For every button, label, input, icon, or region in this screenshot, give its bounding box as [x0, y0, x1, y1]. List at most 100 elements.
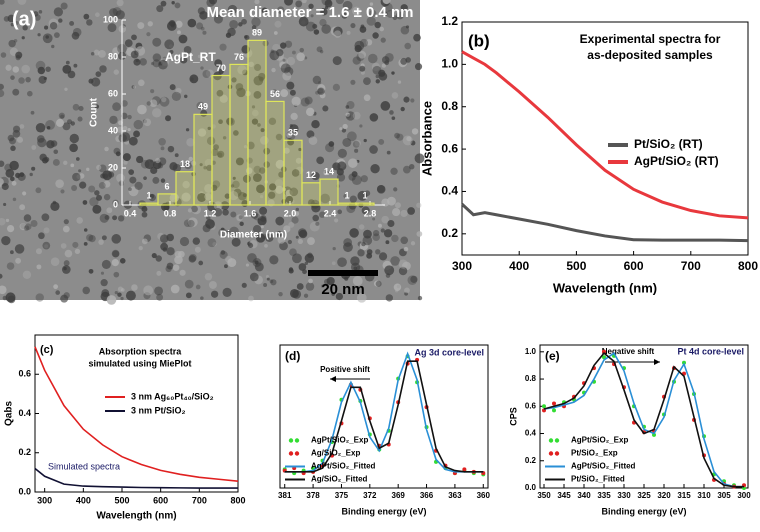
particle	[187, 208, 193, 213]
particle	[82, 200, 88, 205]
particle	[15, 55, 21, 61]
particle	[137, 22, 145, 30]
particle	[280, 89, 289, 98]
y-tick-label: 0.8	[441, 99, 458, 113]
particle	[158, 138, 166, 146]
particle	[118, 180, 125, 186]
particle	[185, 128, 190, 132]
particle	[298, 16, 309, 27]
particle	[30, 110, 35, 115]
x-tick-label: 363	[448, 491, 462, 500]
particle	[1, 235, 11, 246]
particle	[392, 15, 398, 21]
particle	[204, 158, 213, 167]
particle	[275, 216, 285, 226]
particle	[132, 85, 137, 89]
series-line	[460, 203, 749, 243]
legend-marker	[288, 438, 294, 443]
particle	[12, 197, 17, 202]
particle	[239, 221, 244, 227]
x-axis-label: Diameter (nm)	[220, 230, 287, 241]
particle	[46, 125, 51, 130]
particle	[191, 205, 198, 213]
particle	[175, 87, 182, 94]
particle	[50, 257, 60, 266]
bar-label: 49	[198, 102, 208, 112]
particle	[31, 145, 37, 150]
particle	[380, 228, 385, 233]
particle	[296, 283, 304, 290]
particle	[43, 227, 50, 234]
particle	[179, 269, 186, 276]
particle	[252, 258, 262, 267]
particle	[107, 23, 117, 33]
particle	[382, 10, 388, 17]
particle	[63, 260, 70, 267]
particle	[381, 63, 386, 68]
bar-label: 35	[288, 128, 298, 138]
particle	[116, 173, 125, 183]
bar	[355, 202, 375, 206]
particle	[312, 23, 318, 29]
particle	[367, 53, 378, 64]
particle	[83, 228, 88, 232]
particle	[29, 172, 33, 177]
particle	[269, 183, 277, 191]
particle	[22, 191, 27, 196]
y-axis-label: Qabs	[4, 401, 15, 426]
particle	[42, 157, 49, 164]
particle	[346, 114, 351, 119]
particle	[71, 184, 78, 191]
plot-frame	[279, 344, 489, 489]
particle	[280, 42, 287, 49]
particle	[155, 157, 161, 164]
particle	[172, 211, 177, 216]
particle	[21, 36, 25, 40]
particle	[350, 22, 356, 29]
particle	[406, 136, 412, 142]
particle	[269, 255, 279, 265]
particle	[268, 117, 277, 126]
particle	[19, 124, 25, 129]
particle	[200, 66, 204, 70]
particle	[260, 225, 264, 229]
particle	[169, 193, 179, 203]
particle	[369, 113, 379, 122]
x-tick-label: 1.6	[244, 208, 257, 218]
particle	[139, 58, 147, 66]
x-tick-label: 360	[477, 491, 491, 500]
particle	[0, 178, 4, 186]
particle	[251, 17, 261, 27]
particle	[380, 37, 386, 43]
particle	[219, 94, 228, 103]
particle	[341, 128, 347, 133]
particle	[396, 133, 404, 141]
particle	[232, 176, 236, 180]
particle	[278, 291, 283, 297]
particle	[0, 83, 4, 90]
particle	[134, 181, 143, 190]
particle	[206, 136, 216, 146]
particle	[375, 280, 382, 287]
particle	[231, 77, 237, 83]
particle	[277, 235, 286, 244]
particle	[12, 125, 21, 133]
particle	[174, 255, 183, 265]
particle	[324, 0, 333, 8]
particle	[131, 284, 138, 291]
particle	[208, 281, 217, 289]
y-tick-label: 0.6	[525, 401, 537, 410]
particle	[313, 29, 320, 35]
bar	[229, 63, 249, 206]
particle	[416, 202, 422, 208]
particle	[397, 80, 402, 84]
particle	[100, 173, 106, 179]
particle	[378, 252, 388, 261]
particle	[152, 160, 162, 170]
panel-label: (e)	[545, 349, 560, 363]
particle	[379, 26, 385, 32]
particle	[19, 172, 25, 178]
particle	[248, 242, 254, 249]
particle	[231, 237, 241, 247]
particle	[115, 10, 125, 20]
